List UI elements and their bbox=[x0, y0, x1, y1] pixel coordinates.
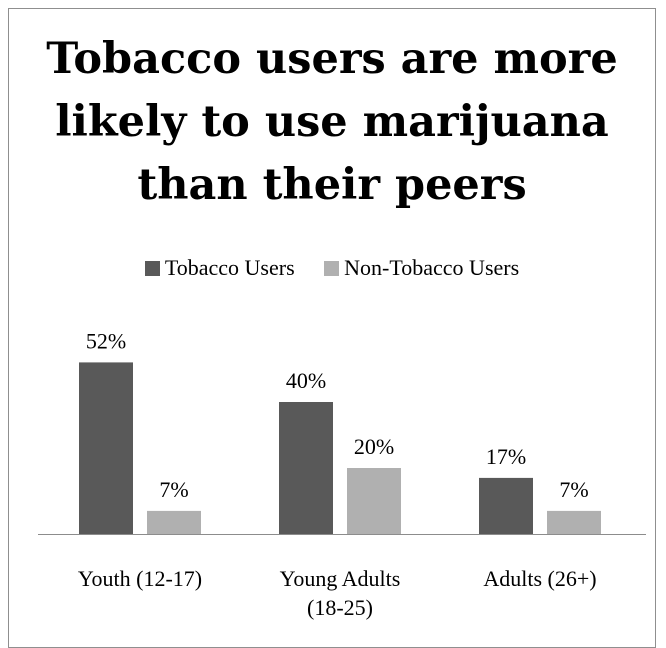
bar-non-tobacco-users-2 bbox=[547, 510, 601, 534]
x-tick-label-2-0: Adults (26+) bbox=[483, 566, 596, 591]
data-label-non-tobacco-users-2: 7% bbox=[559, 477, 588, 502]
legend-item-non-tobacco-users: Non-Tobacco Users bbox=[324, 255, 519, 281]
chart-title: Tobacco users are more likely to use mar… bbox=[8, 28, 656, 217]
bar-tobacco-users-0 bbox=[79, 362, 133, 534]
x-tick-label-1-0: Young Adults bbox=[280, 566, 401, 591]
legend-swatch-tobacco-users bbox=[144, 260, 160, 276]
title-line-3: than their peers bbox=[137, 160, 527, 210]
data-label-tobacco-users-0: 52% bbox=[86, 328, 126, 353]
chart-legend: Tobacco Users Non-Tobacco Users bbox=[8, 255, 656, 282]
title-line-1: Tobacco users are more bbox=[46, 34, 618, 84]
legend-swatch-non-tobacco-users bbox=[324, 260, 340, 276]
bar-tobacco-users-2 bbox=[479, 477, 533, 534]
title-line-2: likely to use marijuana bbox=[55, 97, 609, 147]
data-label-non-tobacco-users-0: 7% bbox=[159, 477, 188, 502]
chart-plot: 52% 7% Youth (12-17) 40% 20% Young Adults (18-… bbox=[38, 328, 646, 620]
x-tick-label-1-1: (18-25) bbox=[307, 595, 373, 620]
data-label-non-tobacco-users-1: 20% bbox=[354, 434, 394, 459]
legend-item-tobacco-users: Tobacco Users bbox=[144, 255, 295, 281]
data-label-tobacco-users-2: 17% bbox=[486, 444, 526, 469]
legend-label-tobacco-users: Tobacco Users bbox=[164, 255, 295, 280]
bar-non-tobacco-users-0 bbox=[147, 510, 201, 534]
data-label-tobacco-users-1: 40% bbox=[286, 368, 326, 393]
legend-label-non-tobacco-users: Non-Tobacco Users bbox=[344, 255, 520, 280]
x-tick-label-0-0: Youth (12-17) bbox=[78, 566, 202, 591]
bar-non-tobacco-users-1 bbox=[347, 468, 401, 534]
bar-tobacco-users-1 bbox=[279, 402, 333, 534]
